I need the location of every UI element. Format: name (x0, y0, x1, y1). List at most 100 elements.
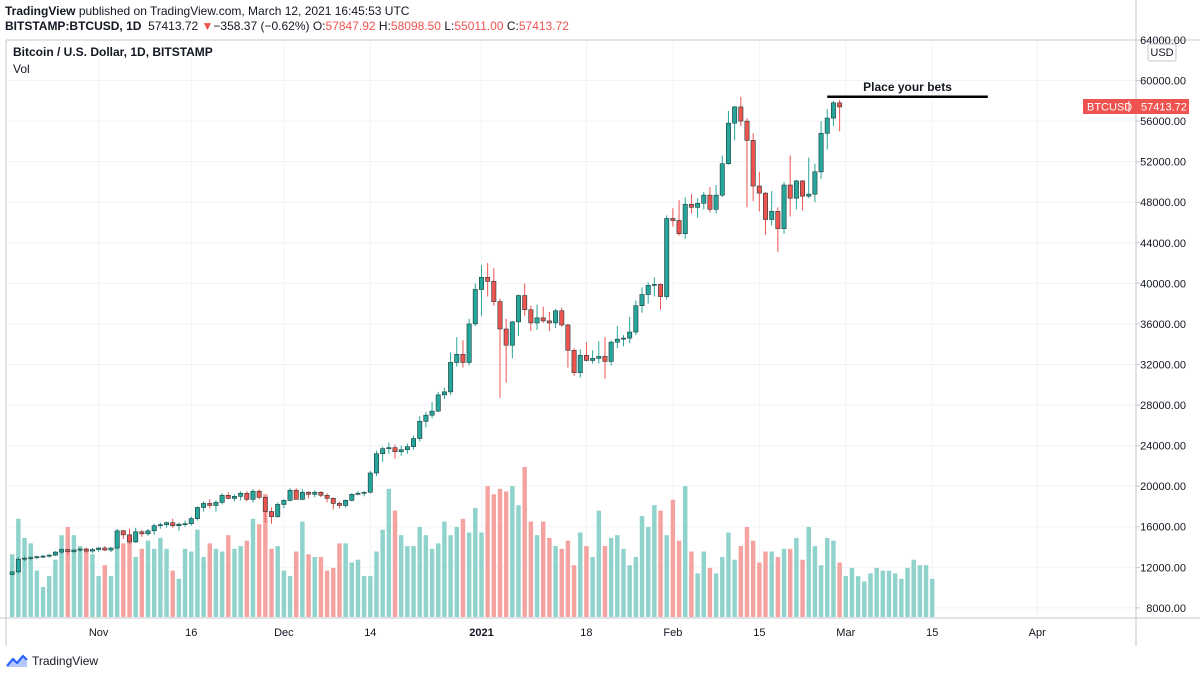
volume-bar (571, 565, 577, 617)
candle-body (645, 285, 651, 295)
candle (250, 489, 256, 503)
candle-body (602, 356, 608, 362)
volume-bar (158, 537, 163, 617)
volume-bar (287, 576, 293, 617)
volume-bar (423, 535, 429, 617)
published-text: published on TradingView.com, March 12, … (78, 4, 410, 18)
price-tick-label: 28000.00 (1140, 400, 1186, 412)
volume-bar (312, 557, 317, 617)
candle-body (633, 305, 639, 333)
candle-body (763, 192, 768, 220)
volume-bar (800, 559, 805, 617)
candle-body (213, 502, 219, 506)
volume-bar (559, 548, 564, 617)
candle (96, 547, 102, 553)
candle (596, 341, 602, 364)
candle (750, 133, 756, 202)
candle (559, 307, 565, 327)
low-value: 55011.00 (454, 19, 504, 33)
candle-body (479, 276, 484, 290)
volume-bar (293, 551, 299, 617)
volume-bar (417, 527, 422, 617)
candle (108, 547, 114, 553)
candle (9, 571, 15, 576)
candle (164, 521, 170, 528)
volume-bar (652, 505, 657, 617)
candle-body (503, 328, 509, 346)
candle (145, 528, 151, 536)
candle-body (744, 120, 750, 141)
candle-body (781, 184, 787, 229)
candle (516, 294, 521, 337)
candle (540, 306, 546, 323)
candle (602, 337, 608, 379)
candle-body (275, 504, 281, 517)
volume-bar (244, 540, 250, 617)
volume-bar (189, 551, 194, 617)
candle-body (287, 489, 293, 501)
volume-bar (269, 548, 274, 617)
time-tick-label: Apr (1029, 627, 1046, 639)
time-axis[interactable]: Nov 16 Dec 14 2021 18 Feb 15 Mar 15 Apr (89, 627, 1046, 639)
time-tick-label: 15 (753, 627, 765, 639)
annotation-text: Place your bets (863, 80, 952, 94)
price-axis[interactable]: 8000.00 12000.00 16000.00 20000.00 24000.00 2… (1136, 35, 1186, 615)
volume-bar (84, 548, 89, 617)
volume-bar (701, 551, 706, 617)
volume-bar (182, 548, 188, 617)
volume-bar (874, 567, 879, 617)
candle (441, 387, 447, 399)
candle (386, 442, 392, 454)
candle (491, 268, 497, 306)
candle (157, 522, 163, 529)
candle (460, 340, 466, 368)
candle-body (46, 554, 52, 557)
volume-bar (429, 548, 435, 617)
candle-body (127, 534, 132, 543)
tradingview-logo[interactable]: TradingView (6, 654, 98, 668)
time-tick-label: Nov (89, 627, 109, 639)
candle-body (769, 211, 775, 220)
volume-bar (306, 554, 311, 617)
volume-bar (732, 559, 737, 617)
candle-body (559, 310, 565, 326)
candle (182, 520, 188, 527)
candle (658, 283, 663, 310)
candle-body (225, 495, 231, 499)
volume-bar (331, 567, 336, 617)
candle-body (448, 362, 454, 393)
symbol-name: BITSTAMP:BTCUSD, 1D (5, 19, 142, 33)
candle (509, 320, 515, 359)
volume-bar (911, 559, 916, 617)
volume-bar (380, 529, 385, 617)
candle (651, 277, 657, 297)
volume-bar (176, 578, 182, 617)
candle-body (682, 203, 688, 234)
candle (306, 491, 312, 499)
candle-body (812, 171, 818, 195)
volume-bar (621, 548, 626, 617)
high-value: 58098.50 (390, 19, 441, 33)
candle-body (571, 349, 577, 373)
volume-bar (676, 540, 682, 617)
volume-bar (540, 521, 546, 617)
open-value: 57847.92 (325, 19, 376, 33)
candle (361, 491, 367, 497)
volume-bar (769, 551, 774, 617)
volume-bar (905, 567, 910, 617)
volume-bar (485, 486, 490, 617)
candle-body (343, 500, 349, 506)
volume-bar (65, 527, 70, 617)
volume-bar (47, 576, 52, 617)
price-tick-label: 32000.00 (1140, 359, 1186, 371)
volume-bar (510, 486, 515, 617)
price-tick-label: 56000.00 (1140, 116, 1186, 128)
volume-bar (337, 543, 342, 617)
price-tick-label: 8000.00 (1146, 603, 1186, 615)
candle (324, 493, 330, 503)
candle-body (201, 503, 207, 508)
currency-label: USD (1150, 47, 1173, 59)
candle (336, 501, 342, 509)
candle (479, 265, 484, 316)
